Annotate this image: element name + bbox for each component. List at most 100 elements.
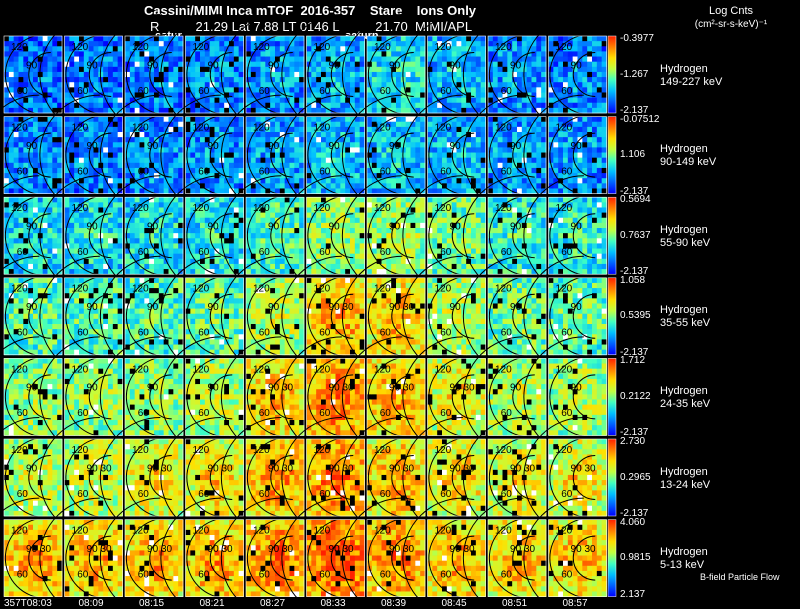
pixel-cell <box>359 116 365 123</box>
pixel-cell <box>354 147 361 153</box>
pixel-cell <box>475 183 482 189</box>
pixel-cell <box>381 41 387 47</box>
pixel-cell <box>112 121 119 128</box>
pixel-cell <box>279 269 286 275</box>
pixel-cell <box>475 157 482 164</box>
pixel-cell <box>405 157 411 164</box>
pixel-cell <box>427 102 433 109</box>
pixel-cell <box>37 56 44 63</box>
pixel-cell <box>250 238 257 244</box>
pixel-cell <box>415 173 421 179</box>
pixel-cell <box>47 66 53 73</box>
pixel-cell <box>587 41 593 47</box>
pixel-cell <box>37 207 44 213</box>
pixel-cell <box>299 56 305 63</box>
pixel-cell <box>57 82 63 88</box>
pixel-cell <box>480 66 486 73</box>
pixel-cell <box>521 56 528 63</box>
pixel-cell <box>371 147 378 153</box>
pixel-cell <box>28 147 34 153</box>
pixel-cell <box>98 116 104 123</box>
pixel-cell <box>178 137 184 143</box>
pitch-angle-contour <box>88 52 112 97</box>
pixel-cell <box>229 142 235 148</box>
pixel-cell <box>98 71 104 78</box>
pixel-cell <box>359 36 365 42</box>
pixel-cell <box>214 126 220 133</box>
pixel-cell <box>497 107 503 114</box>
pixel-cell <box>354 217 361 224</box>
pixel-cell <box>410 107 416 114</box>
pixel-cell <box>596 183 603 189</box>
pixel-cell <box>8 228 15 234</box>
pixel-cell <box>233 61 240 68</box>
pixel-cell <box>246 258 252 265</box>
pixel-cell <box>229 228 235 234</box>
pixel-cell <box>173 137 179 143</box>
pixel-cell <box>567 77 574 83</box>
pixel-cell <box>108 167 114 174</box>
pixel-cell <box>69 162 75 169</box>
pixel-cell <box>37 167 44 174</box>
pixel-cell <box>139 157 145 164</box>
pixel-cell <box>57 61 63 68</box>
pixel-cell <box>163 248 169 255</box>
pixel-cell <box>521 183 528 189</box>
pixel-cell <box>359 147 365 153</box>
pixel-cell <box>108 243 114 249</box>
pixel-cell <box>209 258 215 265</box>
pixel-cell <box>596 178 603 184</box>
pixel-cell <box>325 97 332 104</box>
pixel-cell <box>371 142 378 148</box>
contour-label: 120 <box>313 42 330 53</box>
pixel-cell <box>4 77 10 83</box>
pixel-cell <box>233 51 240 57</box>
pixel-cell <box>316 46 322 52</box>
pixel-cell <box>359 41 365 47</box>
pixel-cell <box>391 41 397 47</box>
pixel-cell <box>270 102 276 109</box>
pixel-cell <box>376 61 382 68</box>
pixel-cell <box>592 183 598 189</box>
pixel-cell <box>279 202 286 208</box>
pixel-cell <box>451 183 457 189</box>
pixel-cell <box>238 71 244 78</box>
pixel-cell <box>23 46 29 52</box>
pixel-cell <box>321 152 327 159</box>
pixel-cell <box>79 92 85 98</box>
pixel-cell <box>134 116 140 123</box>
pixel-cell <box>149 41 155 47</box>
pixel-cell <box>224 269 230 275</box>
pixel-cell <box>47 121 53 128</box>
pixel-cell <box>33 202 39 208</box>
contour-label: 120 <box>132 42 149 53</box>
pixel-cell <box>117 243 123 249</box>
pixel-cell <box>4 152 10 159</box>
pixel-cell <box>437 107 443 114</box>
pixel-cell <box>340 263 346 270</box>
pixel-cell <box>214 56 220 63</box>
pixel-cell <box>37 152 44 159</box>
pixel-cell <box>28 97 34 104</box>
pixel-cell <box>420 97 426 104</box>
pixel-cell <box>18 97 24 104</box>
pixel-cell <box>74 51 80 57</box>
pixel-cell <box>275 207 281 213</box>
pixel-cell <box>420 36 426 42</box>
pixel-cell <box>265 71 271 78</box>
pixel-cell <box>350 152 356 159</box>
pixel-cell <box>512 71 518 78</box>
pixel-cell <box>37 132 44 138</box>
contour-label: 120 <box>132 203 149 214</box>
pixel-cell <box>335 178 341 184</box>
pixel-cell <box>299 132 305 138</box>
pixel-cell <box>350 238 356 244</box>
pixel-cell <box>204 41 211 47</box>
pixel-cell <box>8 157 15 164</box>
pixel-cell <box>8 162 15 169</box>
pixel-cell <box>354 121 361 128</box>
pixel-cell <box>517 66 523 73</box>
pixel-cell <box>466 61 472 68</box>
pixel-cell <box>93 51 99 57</box>
pixel-cell <box>330 102 336 109</box>
